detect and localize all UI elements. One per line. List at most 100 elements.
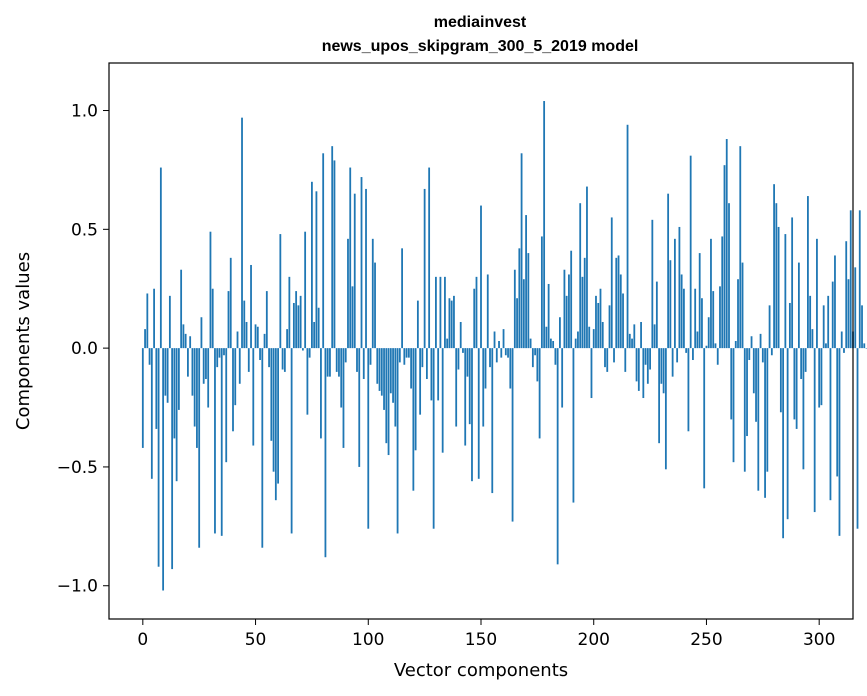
x-tick-label: 300 xyxy=(803,630,835,650)
bar xyxy=(705,345,708,349)
bar xyxy=(615,257,618,349)
bar xyxy=(365,188,367,349)
bar xyxy=(288,276,291,349)
bar xyxy=(292,302,295,349)
bar xyxy=(435,276,437,349)
bar xyxy=(592,329,595,349)
bar xyxy=(601,321,604,349)
bar xyxy=(144,329,146,349)
bar xyxy=(340,348,343,408)
bar xyxy=(678,226,681,349)
bar xyxy=(168,295,171,349)
bar xyxy=(838,348,841,536)
bar xyxy=(766,348,769,472)
bar xyxy=(572,348,575,503)
bar xyxy=(385,348,388,444)
bar xyxy=(202,348,205,384)
bar xyxy=(159,167,162,349)
bar xyxy=(376,348,379,384)
bar xyxy=(748,348,751,361)
x-tick-label: 250 xyxy=(690,630,722,650)
bar xyxy=(597,302,600,349)
bar xyxy=(166,348,169,403)
bar xyxy=(439,276,442,349)
bar xyxy=(380,348,383,396)
bar xyxy=(252,348,255,446)
bar xyxy=(256,326,259,349)
bar xyxy=(263,333,266,349)
bar xyxy=(304,231,307,349)
bar xyxy=(290,348,293,534)
bar xyxy=(150,348,153,479)
bar xyxy=(513,269,516,349)
bar xyxy=(342,348,345,448)
bar xyxy=(861,305,863,349)
bar xyxy=(540,236,543,349)
bar xyxy=(403,348,406,365)
bar xyxy=(362,348,365,380)
bar xyxy=(574,338,577,349)
bar xyxy=(486,274,489,349)
bar xyxy=(802,348,805,470)
bar xyxy=(565,295,568,349)
bar xyxy=(511,348,514,522)
bar xyxy=(148,348,151,365)
bar xyxy=(502,329,505,349)
bar xyxy=(606,348,609,372)
bar xyxy=(225,348,228,463)
bar xyxy=(495,348,498,363)
bar xyxy=(646,348,649,384)
y-axis-label: Components values xyxy=(13,252,34,430)
bar xyxy=(274,348,277,501)
bar xyxy=(317,307,320,349)
bar xyxy=(755,348,757,422)
bar xyxy=(353,193,356,349)
bar xyxy=(626,124,629,349)
bar xyxy=(423,188,426,349)
bar xyxy=(694,288,697,349)
bar xyxy=(649,348,651,370)
bar xyxy=(847,279,850,349)
bar xyxy=(509,348,512,389)
bar xyxy=(831,281,834,349)
bar xyxy=(816,238,818,349)
bar xyxy=(205,348,207,380)
bar xyxy=(536,348,539,382)
bar xyxy=(827,295,830,349)
bar xyxy=(773,184,775,349)
bar xyxy=(283,348,286,372)
bar xyxy=(394,348,397,427)
bar xyxy=(218,348,221,358)
bar xyxy=(788,302,791,349)
bar xyxy=(272,348,275,472)
bar xyxy=(164,348,167,396)
bar xyxy=(520,153,523,349)
bar xyxy=(797,262,800,349)
bar xyxy=(301,348,304,351)
bar xyxy=(559,317,561,349)
bar xyxy=(378,348,381,391)
bar xyxy=(807,196,809,349)
bar xyxy=(676,348,679,363)
bar xyxy=(484,348,487,389)
bar xyxy=(155,348,158,429)
bar xyxy=(306,348,309,415)
bar xyxy=(642,348,645,399)
bar xyxy=(590,348,593,399)
bar xyxy=(498,341,500,349)
bar xyxy=(324,348,327,558)
x-tick-label: 150 xyxy=(465,630,497,650)
bar xyxy=(784,234,787,349)
bar xyxy=(732,348,735,463)
bar xyxy=(209,231,212,349)
bar xyxy=(655,281,658,349)
bar xyxy=(757,348,760,491)
bar xyxy=(570,250,573,349)
bar xyxy=(730,348,733,420)
bar xyxy=(687,348,690,432)
bar xyxy=(728,203,730,349)
bar xyxy=(333,160,336,349)
bar xyxy=(721,236,724,349)
bar xyxy=(369,348,372,365)
